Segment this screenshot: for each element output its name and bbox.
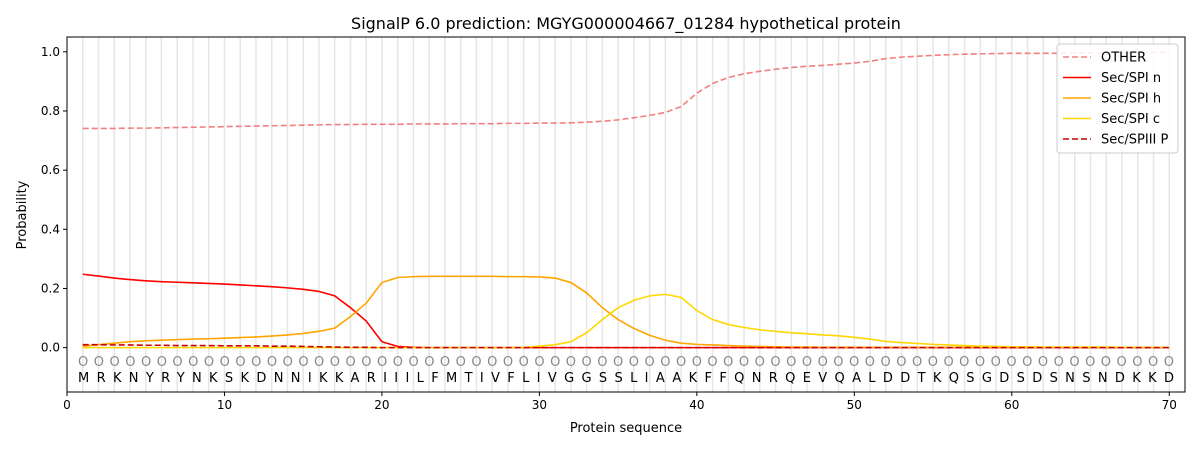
y-axis-label: Probability (15, 180, 30, 249)
series-line-sec-spi-c (82, 293, 1170, 349)
x-axis-label: Protein sequence (570, 421, 682, 436)
x-tick-label: 0 (63, 398, 71, 412)
x-tick-label: 70 (1162, 398, 1177, 412)
plot-frame (66, 36, 1186, 393)
x-tick-label: 20 (374, 398, 389, 412)
legend-entry: Sec/SPI c (1101, 112, 1160, 127)
y-tick-label: 0.6 (41, 163, 60, 177)
sequence-row: MRKNYRYNKSKDNNIKKARIIILFMTIVFLIVGGSSLIAA… (78, 371, 1174, 386)
legend-entry: Sec/SPI h (1101, 92, 1161, 107)
x-tick-label: 60 (1004, 398, 1019, 412)
legend-entry: OTHER (1101, 51, 1146, 66)
y-tick-label: 0.2 (41, 281, 60, 295)
series-line-sec-spiii-p (82, 343, 1170, 349)
y-tick-label: 1.0 (41, 45, 60, 59)
legend-box (1056, 43, 1179, 154)
y-tick-label: 0.0 (41, 341, 60, 355)
series-line-sec-spi-h (82, 275, 1170, 349)
y-tick-label: 0.8 (41, 104, 60, 118)
series-line-other (82, 51, 1170, 130)
y-tick-label: 0.4 (41, 222, 60, 236)
legend-entry: Sec/SPIII P (1101, 133, 1169, 148)
chart-title: SignalP 6.0 prediction: MGYG000004667_01… (351, 14, 901, 34)
x-tick-label: 40 (689, 398, 704, 412)
x-tick-label: 50 (847, 398, 862, 412)
x-tick-label: 10 (217, 398, 232, 412)
legend-entry: Sec/SPI n (1101, 71, 1161, 86)
legend: OTHER Sec/SPI n Sec/SPI h Sec/SPI c Sec/SPII… (1056, 43, 1179, 154)
x-tick-label: 30 (532, 398, 547, 412)
predicted-labels-row: OOOOOOOOOOOOOOOOOOOOOOOOOOOOOOOOOOOOOOOO… (78, 355, 1174, 370)
